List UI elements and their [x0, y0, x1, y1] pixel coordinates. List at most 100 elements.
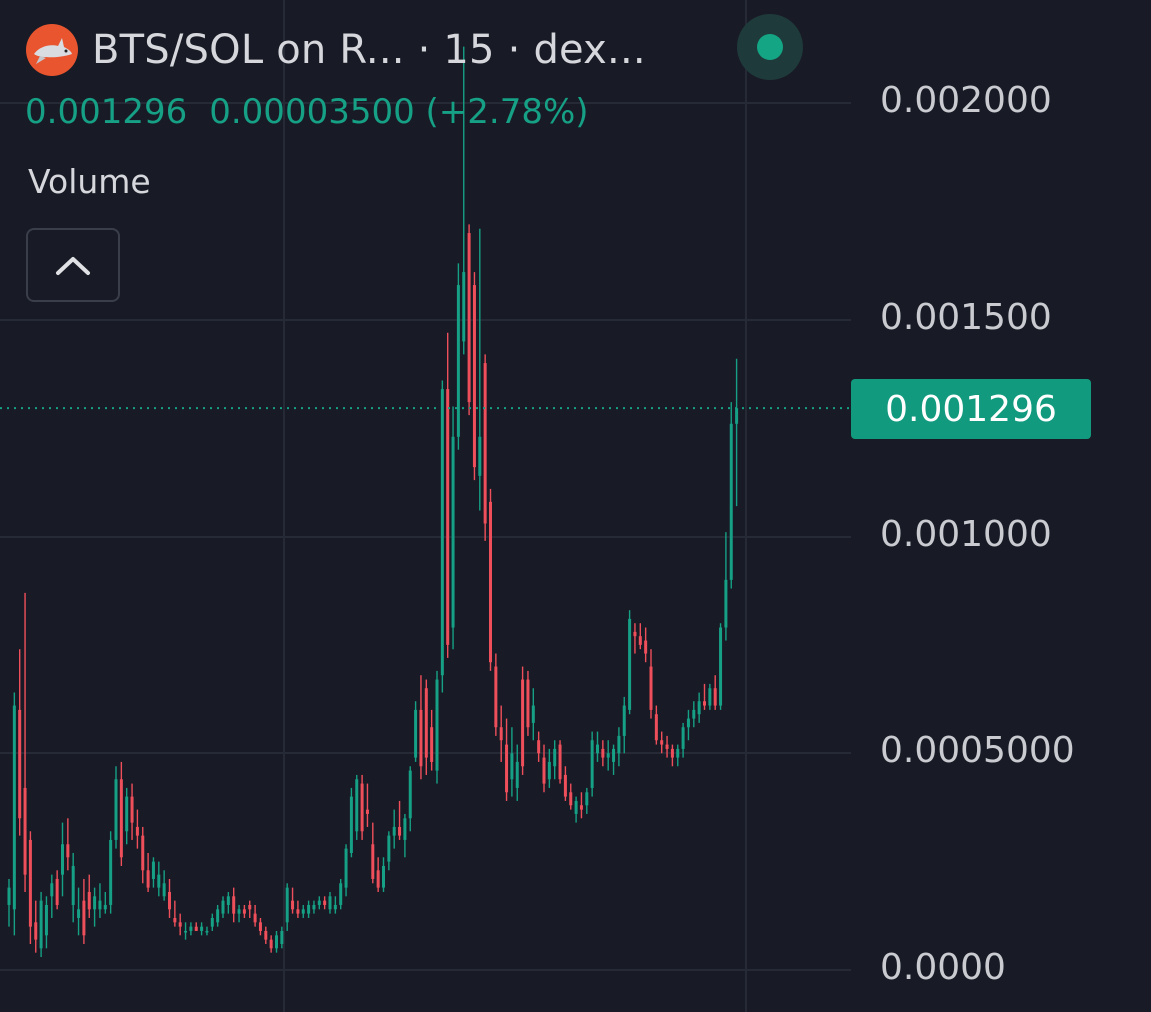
candle-body: [93, 896, 97, 910]
candle-body: [606, 753, 610, 758]
candle: [526, 670, 530, 736]
candle: [114, 766, 118, 849]
candle: [446, 332, 450, 658]
candle-body: [585, 792, 589, 806]
candle: [146, 852, 150, 892]
collapse-indicators-button[interactable]: [26, 228, 120, 302]
candle-body: [307, 904, 311, 914]
candle: [178, 913, 182, 936]
candle-body: [510, 753, 514, 780]
candle: [430, 709, 434, 771]
candle: [339, 878, 343, 910]
candle-body: [210, 917, 214, 927]
volume-indicator-label[interactable]: Volume: [28, 162, 151, 201]
candle-body: [649, 666, 653, 710]
candle-body: [456, 285, 460, 437]
candle-body: [61, 844, 64, 875]
candle: [521, 666, 525, 775]
candle: [660, 731, 664, 754]
candle: [328, 891, 332, 914]
candle: [103, 891, 107, 914]
candle-body: [365, 809, 369, 814]
candle: [670, 744, 674, 767]
candle-body: [596, 744, 599, 754]
candle: [451, 406, 455, 650]
candle: [275, 930, 278, 953]
candle-body: [275, 935, 278, 949]
candle: [612, 744, 616, 775]
candle-body: [221, 900, 225, 914]
symbol-title[interactable]: BTS/SOL on R... · 15 · dex...: [92, 27, 646, 73]
price-change-percent: (+2.78%): [425, 92, 589, 132]
candle-body: [200, 926, 204, 931]
candle: [472, 272, 476, 481]
candle: [515, 744, 519, 801]
candle-body: [414, 709, 418, 758]
candle: [596, 731, 599, 762]
candle-body: [253, 913, 257, 923]
candle-body: [109, 839, 113, 905]
candle: [317, 896, 321, 910]
candle-body: [248, 904, 252, 910]
candle: [18, 649, 22, 836]
chevron-up-icon: [56, 257, 90, 275]
candle: [569, 783, 573, 810]
candle-body: [189, 926, 193, 931]
candle: [628, 610, 632, 715]
candle: [697, 692, 701, 723]
candle-body: [703, 701, 706, 706]
candle-body: [28, 839, 32, 927]
candle: [28, 831, 32, 944]
candle: [355, 774, 359, 840]
candle: [719, 623, 723, 710]
candle: [264, 926, 268, 944]
candle-body: [638, 636, 642, 645]
candle-body: [735, 408, 739, 424]
shark-logo-icon: [26, 24, 78, 76]
candle-body: [628, 618, 632, 710]
chart-grid: [0, 0, 851, 1012]
candle-body: [644, 640, 648, 654]
candle-body: [435, 679, 439, 771]
candle-body: [82, 900, 86, 936]
candle: [360, 774, 364, 840]
candle-body: [151, 861, 155, 879]
candle-body: [419, 709, 423, 767]
candle: [269, 935, 273, 953]
candle-body: [355, 779, 359, 832]
candle: [77, 887, 81, 936]
candle-body: [376, 870, 380, 888]
price-scale-label: 0.001500: [880, 297, 1052, 338]
candle: [349, 787, 353, 858]
candle-body: [317, 900, 321, 905]
candle-body: [130, 796, 134, 823]
candle: [638, 623, 642, 650]
current-price-tag: 0.001296: [851, 379, 1091, 439]
candle: [686, 709, 690, 741]
candle: [703, 683, 706, 710]
candle: [210, 913, 214, 931]
candle: [280, 926, 284, 949]
candle-body: [451, 436, 455, 628]
candle-body: [328, 896, 332, 910]
candle: [392, 809, 396, 849]
candle-body: [478, 436, 482, 476]
candle: [553, 740, 557, 780]
candle: [579, 792, 583, 819]
candle-body: [708, 688, 712, 706]
candle-body: [333, 904, 337, 910]
candle-body: [462, 272, 466, 342]
candle: [424, 679, 428, 775]
candle-body: [66, 844, 70, 858]
candle: [376, 857, 380, 892]
candle-body: [157, 874, 161, 888]
candle-body: [392, 826, 396, 836]
candle-body: [547, 761, 551, 780]
candle: [387, 831, 391, 871]
market-status-indicator[interactable]: [737, 14, 803, 80]
candle: [665, 735, 669, 758]
candle: [414, 701, 418, 762]
candle: [44, 896, 48, 949]
candles-group: [7, 46, 739, 957]
